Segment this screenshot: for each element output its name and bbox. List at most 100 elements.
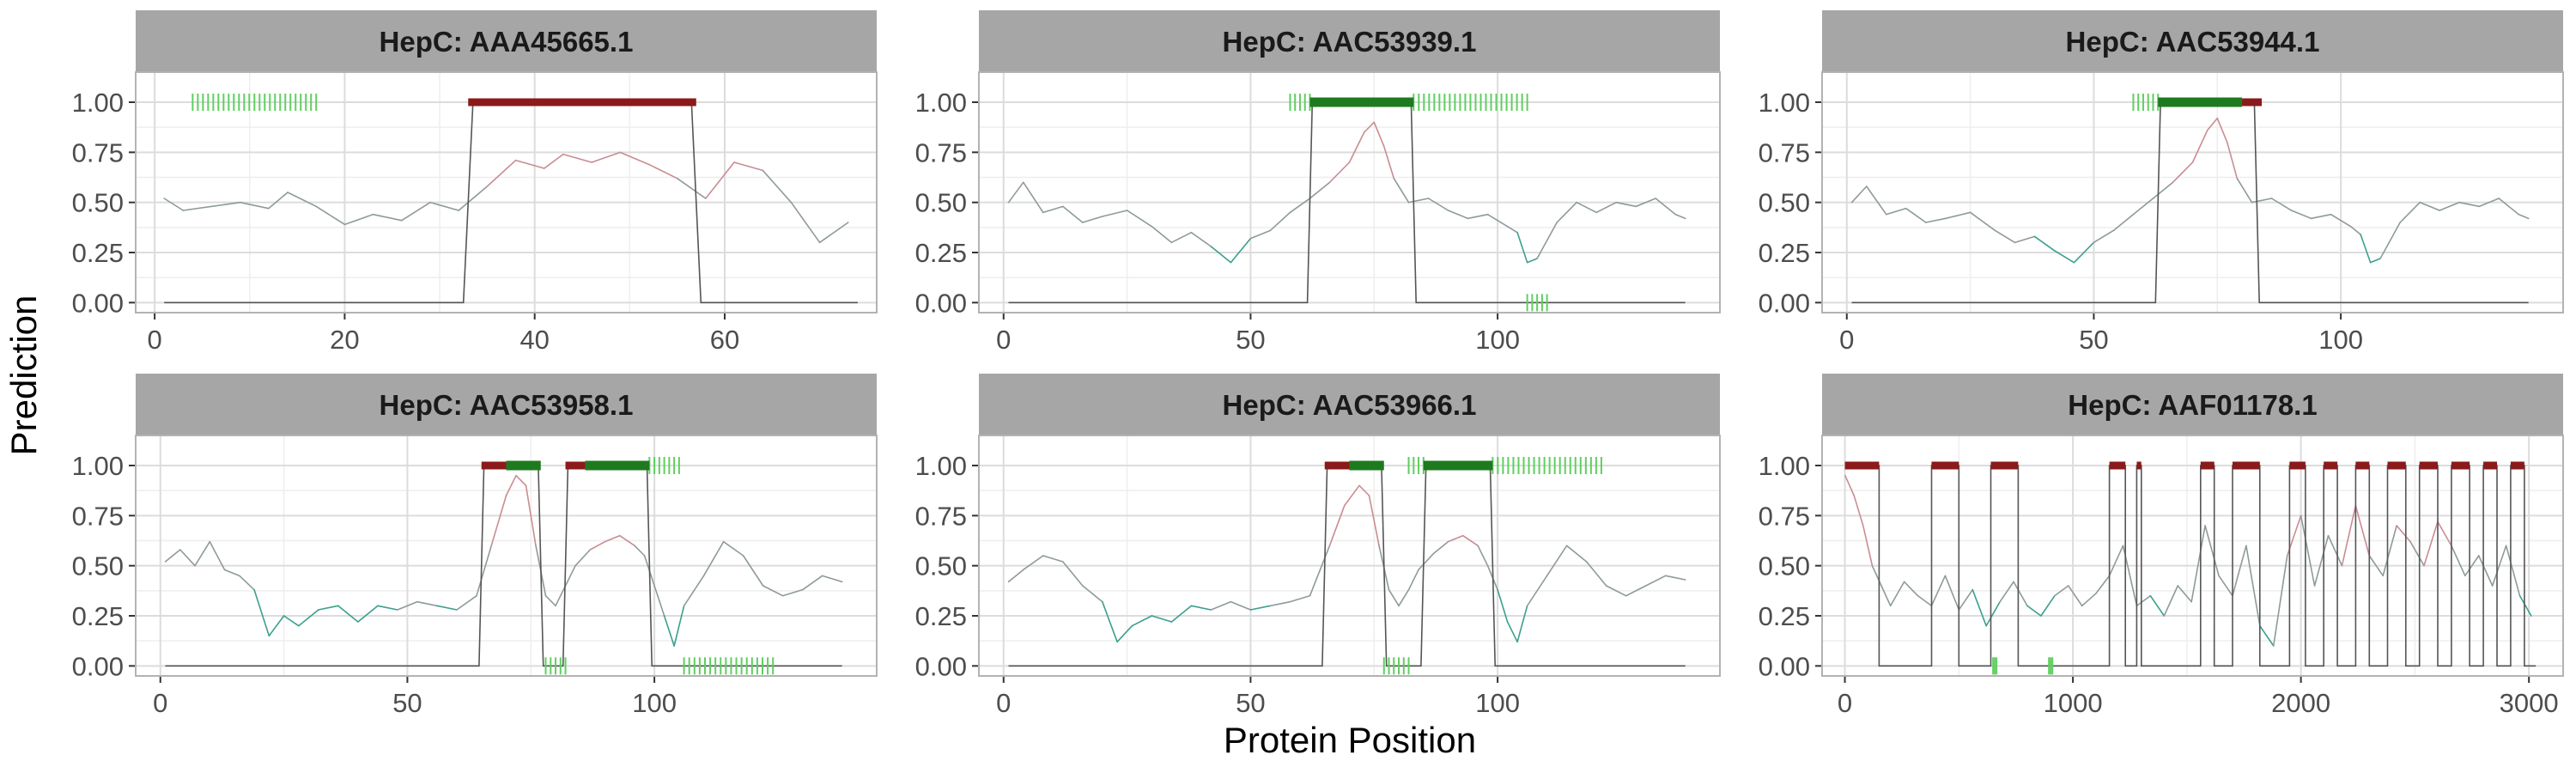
predicted-epitope-band bbox=[2419, 461, 2438, 470]
score-line-segment bbox=[1925, 217, 1947, 223]
score-line-segment bbox=[1917, 594, 1933, 607]
facet-title: HepC: AAA45665.1 bbox=[380, 26, 634, 58]
panel-border bbox=[978, 71, 1721, 313]
prediction-step-line bbox=[1844, 465, 2537, 667]
score-line-segment bbox=[2349, 225, 2361, 235]
score-line-segment bbox=[733, 161, 764, 172]
score-line-segment bbox=[821, 575, 843, 583]
panel-background bbox=[136, 435, 877, 676]
score-line-segment bbox=[2245, 545, 2261, 627]
score-line-segment bbox=[1151, 615, 1173, 623]
score-line-segment bbox=[287, 192, 318, 208]
score-line-segment bbox=[318, 605, 339, 611]
score-line-segment bbox=[555, 585, 567, 607]
score-line-segment bbox=[1930, 575, 1947, 607]
predicted-epitope-band bbox=[2136, 461, 2142, 470]
predicted-epitope-band bbox=[2242, 98, 2263, 107]
score-line-segment bbox=[2163, 585, 2179, 617]
predicted-epitope-band bbox=[2324, 461, 2338, 470]
known-epitope-band bbox=[1423, 460, 1493, 471]
score-line-segment bbox=[2439, 201, 2460, 211]
panels: HepC: AAA45665.1 0.00 0.25 0.50 0.75 1.00 0 20 4… bbox=[72, 10, 2564, 718]
score-line-segment bbox=[1585, 561, 1607, 587]
score-line-segment bbox=[2369, 258, 2381, 264]
y-tick-label: 1.00 bbox=[1759, 88, 1810, 118]
score-line-segment bbox=[1427, 198, 1449, 211]
prediction-step-line bbox=[165, 465, 842, 667]
score-line-segment bbox=[1885, 207, 1907, 216]
y-tick-label: 0.50 bbox=[1759, 551, 1810, 581]
predicted-epitope-band bbox=[2109, 461, 2126, 470]
score-line-segment bbox=[1393, 177, 1410, 204]
x-tick-label: 20 bbox=[330, 325, 359, 355]
score-line-segment bbox=[1131, 615, 1153, 627]
score-line-segment bbox=[2270, 198, 2293, 211]
y-tick-label: 1.00 bbox=[915, 451, 967, 481]
score-line-segment bbox=[1516, 231, 1528, 264]
score-line-segment bbox=[2094, 575, 2111, 595]
score-line-segment bbox=[2399, 201, 2421, 223]
score-line-segment bbox=[591, 151, 622, 163]
score-line-segment bbox=[1865, 186, 1887, 216]
score-line-segment bbox=[416, 600, 438, 607]
score-line-segment bbox=[456, 594, 477, 611]
score-line-segment bbox=[2053, 249, 2075, 264]
score-line-segment bbox=[163, 198, 185, 211]
known-epitope-band bbox=[585, 460, 650, 471]
score-line-segment bbox=[2458, 201, 2480, 208]
score-line-segment bbox=[1615, 201, 1637, 208]
score-line-segment bbox=[2251, 198, 2273, 204]
score-line-segment bbox=[1862, 525, 1874, 567]
score-line-segment bbox=[1903, 581, 1919, 597]
score-line-segment bbox=[1477, 545, 1489, 567]
y-tick-label: 0.25 bbox=[915, 238, 967, 268]
score-line-segment bbox=[2464, 555, 2480, 577]
y-tick-label: 0.75 bbox=[915, 137, 967, 167]
score-line-segment bbox=[676, 177, 707, 199]
score-line-segment bbox=[1007, 569, 1024, 583]
facet-title: HepC: AAC53966.1 bbox=[1223, 389, 1477, 421]
score-line-segment bbox=[2108, 545, 2124, 577]
score-line-segment bbox=[2177, 585, 2192, 603]
facet-title: HepC: AAC53958.1 bbox=[380, 389, 634, 421]
x-tick-label: 2000 bbox=[2271, 688, 2330, 718]
score-line-segment bbox=[673, 605, 685, 647]
score-line-segment bbox=[2491, 545, 2507, 587]
score-line-segment bbox=[1289, 594, 1311, 603]
score-line-segment bbox=[2081, 593, 2097, 607]
score-line-segment bbox=[315, 205, 346, 226]
score-line-segment bbox=[2190, 525, 2206, 603]
x-tick-label: 100 bbox=[1475, 688, 1520, 718]
score-line-segment bbox=[2423, 520, 2439, 567]
score-line-segment bbox=[2054, 585, 2069, 597]
score-line-segment bbox=[1418, 552, 1435, 571]
score-line-segment bbox=[1082, 585, 1103, 603]
score-line-segment bbox=[2149, 594, 2166, 617]
score-line-segment bbox=[1994, 229, 2016, 244]
score-line-segment bbox=[1269, 211, 1291, 232]
score-line-segment bbox=[1042, 555, 1064, 563]
score-line-segment bbox=[1382, 145, 1395, 180]
score-line-segment bbox=[476, 545, 493, 597]
y-tick-label: 0.00 bbox=[72, 288, 124, 318]
score-line-segment bbox=[1309, 545, 1331, 597]
y-tick-label: 1.00 bbox=[72, 451, 124, 481]
score-line-segment bbox=[525, 484, 537, 547]
y-tick-label: 0.75 bbox=[915, 501, 967, 531]
score-line-segment bbox=[1506, 225, 1518, 234]
score-line-segment bbox=[781, 588, 804, 597]
score-line-segment bbox=[663, 615, 675, 647]
score-line-segment bbox=[2360, 234, 2372, 264]
score-line-segment bbox=[1944, 575, 1960, 611]
score-line-segment bbox=[1022, 555, 1044, 571]
score-line-segment bbox=[1170, 605, 1193, 623]
score-line-segment bbox=[2368, 555, 2385, 577]
score-line-segment bbox=[1655, 198, 1677, 216]
score-line-segment bbox=[2152, 181, 2174, 199]
predicted-epitope-band bbox=[2355, 461, 2370, 470]
score-line-segment bbox=[562, 153, 592, 163]
score-line-segment bbox=[1486, 213, 1509, 228]
y-axis-title: Prediction bbox=[3, 295, 44, 456]
score-line-segment bbox=[1082, 216, 1103, 223]
score-line-segment bbox=[1999, 581, 2014, 603]
